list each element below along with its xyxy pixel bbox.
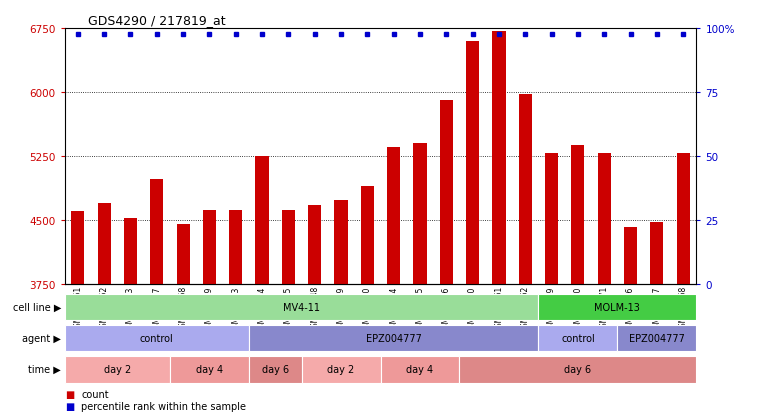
Bar — [229, 210, 242, 284]
Bar — [170, 356, 249, 382]
Text: day 4: day 4 — [196, 364, 223, 374]
Bar — [539, 294, 696, 320]
Text: day 2: day 2 — [103, 364, 131, 374]
Text: MV4-11: MV4-11 — [283, 302, 320, 312]
Text: day 4: day 4 — [406, 364, 434, 374]
Bar — [597, 154, 611, 284]
Bar — [413, 144, 427, 284]
Text: MOLM-13: MOLM-13 — [594, 302, 640, 312]
Bar — [361, 186, 374, 284]
Bar — [97, 203, 111, 284]
Text: day 6: day 6 — [262, 364, 288, 374]
Bar — [282, 210, 295, 284]
Text: ■: ■ — [65, 389, 74, 399]
Text: day 2: day 2 — [327, 364, 355, 374]
Bar — [617, 325, 696, 351]
Bar — [545, 154, 558, 284]
Bar — [124, 218, 137, 284]
Bar — [440, 101, 453, 284]
Bar — [650, 223, 664, 284]
Bar — [519, 95, 532, 284]
Text: EPZ004777: EPZ004777 — [629, 333, 685, 343]
Text: EPZ004777: EPZ004777 — [366, 333, 422, 343]
Bar — [65, 325, 249, 351]
Bar — [65, 294, 539, 320]
Bar — [256, 157, 269, 284]
Bar — [624, 227, 637, 284]
Bar — [72, 212, 84, 284]
Bar — [492, 31, 505, 284]
Bar — [572, 145, 584, 284]
Text: ■: ■ — [65, 401, 74, 411]
Text: control: control — [140, 333, 174, 343]
Text: cell line ▶: cell line ▶ — [12, 302, 61, 312]
Bar — [301, 356, 380, 382]
Bar — [249, 356, 301, 382]
Bar — [249, 325, 539, 351]
Bar — [539, 325, 617, 351]
Bar — [65, 356, 170, 382]
Text: time ▶: time ▶ — [28, 364, 61, 374]
Bar — [203, 210, 216, 284]
Bar — [460, 356, 696, 382]
Bar — [380, 356, 460, 382]
Text: count: count — [81, 389, 109, 399]
Text: day 6: day 6 — [565, 364, 591, 374]
Text: agent ▶: agent ▶ — [22, 333, 61, 343]
Text: percentile rank within the sample: percentile rank within the sample — [81, 401, 247, 411]
Text: GDS4290 / 217819_at: GDS4290 / 217819_at — [88, 14, 225, 27]
Bar — [677, 154, 689, 284]
Bar — [387, 148, 400, 284]
Bar — [334, 201, 348, 284]
Bar — [308, 205, 321, 284]
Bar — [177, 225, 189, 284]
Bar — [150, 180, 164, 284]
Bar — [466, 42, 479, 284]
Text: control: control — [561, 333, 595, 343]
